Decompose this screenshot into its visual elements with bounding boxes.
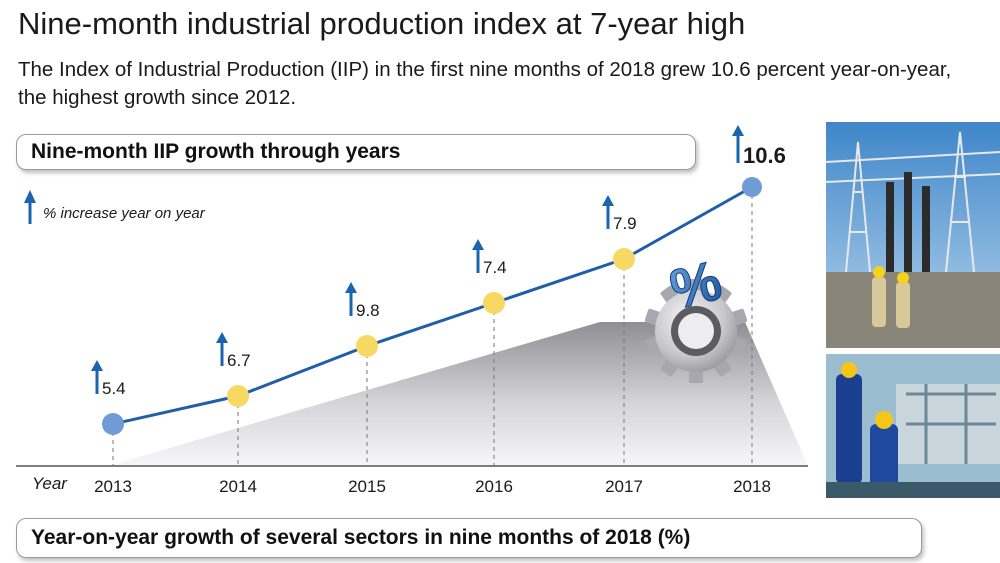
gear-icon: [644, 279, 748, 383]
x-tick-label: 2017: [605, 477, 643, 496]
section-title-iip-growth: Nine-month IIP growth through years: [16, 134, 696, 170]
data-point: [102, 413, 124, 435]
data-point: [356, 335, 378, 357]
x-tick-label: 2016: [475, 477, 513, 496]
series-line: [112, 185, 753, 426]
power-substation-photo: [826, 122, 1000, 348]
x-tick-label: 2013: [94, 477, 132, 496]
value-label: 6.7: [227, 351, 251, 370]
x-tick-label: 2015: [348, 477, 386, 496]
up-arrow-icon: [472, 239, 484, 273]
value-label: 10.6: [743, 143, 786, 168]
legend-label: % increase year on year: [43, 205, 206, 222]
value-label: 5.4: [102, 379, 126, 398]
x-axis-label: Year: [32, 474, 68, 493]
legend-arrow-icon: [24, 190, 36, 224]
data-point: [742, 177, 762, 197]
value-label: 7.4: [483, 258, 507, 277]
up-arrow-icon: [602, 195, 614, 229]
background-ramp: [108, 322, 808, 466]
value-label: 9.8: [356, 301, 380, 320]
x-tick-label: 2018: [733, 477, 771, 496]
section-title-sector-growth: Year-on-year growth of several sectors i…: [16, 518, 922, 558]
page-title: Nine-month industrial production index a…: [18, 6, 746, 41]
data-point: [483, 292, 505, 314]
data-point: [227, 385, 249, 407]
up-arrow-icon: [91, 360, 103, 394]
up-arrow-icon: [345, 282, 357, 316]
page-subtitle: The Index of Industrial Production (IIP)…: [18, 58, 952, 109]
up-arrow-icon: [216, 332, 228, 366]
factory-workers-photo: [826, 354, 1000, 498]
data-point: [613, 248, 635, 270]
value-label: 7.9: [613, 214, 637, 233]
iip-growth-chart: % % increase year on year Year 5.420136.…: [16, 125, 808, 496]
up-arrow-icon: [732, 125, 744, 163]
x-tick-label: 2014: [219, 477, 257, 496]
